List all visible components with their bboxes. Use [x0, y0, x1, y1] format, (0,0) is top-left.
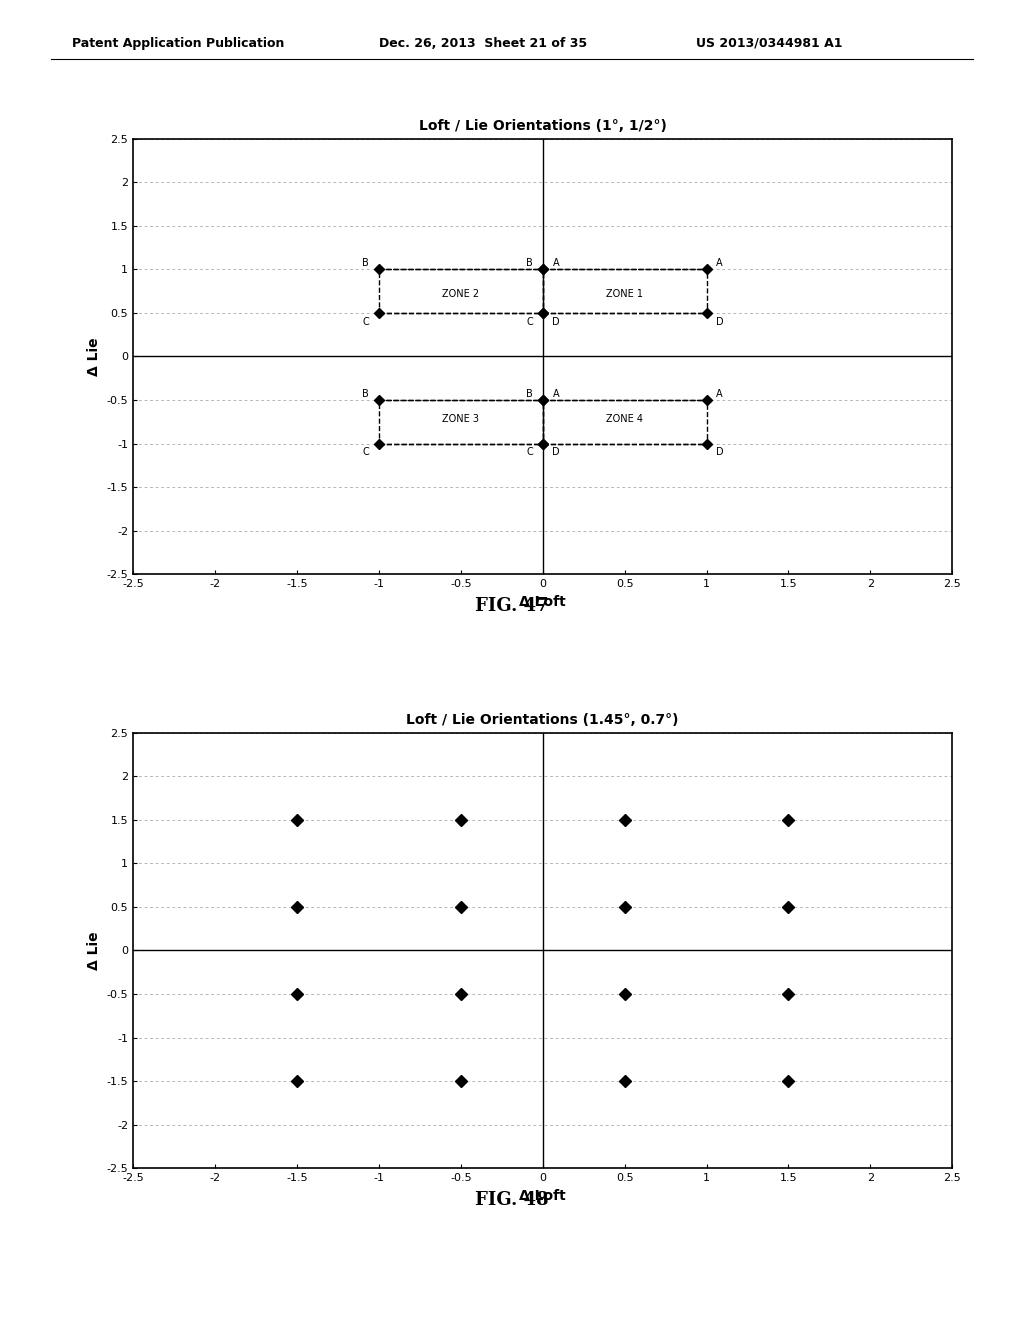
X-axis label: Δ Loft: Δ Loft: [519, 594, 566, 609]
Bar: [543, 400, 707, 444]
Bar: [543, 269, 707, 313]
Text: B: B: [526, 259, 532, 268]
Text: ZONE 4: ZONE 4: [606, 414, 643, 424]
Title: Loft / Lie Orientations (1.45°, 0.7°): Loft / Lie Orientations (1.45°, 0.7°): [407, 713, 679, 727]
Text: D: D: [552, 447, 560, 457]
Text: A: A: [717, 389, 723, 399]
Text: US 2013/0344981 A1: US 2013/0344981 A1: [696, 37, 843, 50]
Text: D: D: [552, 317, 560, 326]
Text: B: B: [526, 389, 532, 399]
X-axis label: Δ Loft: Δ Loft: [519, 1188, 566, 1203]
Text: ZONE 1: ZONE 1: [606, 289, 643, 298]
Text: B: B: [362, 389, 369, 399]
Title: Loft / Lie Orientations (1°, 1/2°): Loft / Lie Orientations (1°, 1/2°): [419, 119, 667, 133]
Y-axis label: Δ Lie: Δ Lie: [87, 337, 101, 376]
Text: ZONE 2: ZONE 2: [442, 289, 479, 298]
Text: B: B: [362, 259, 369, 268]
Text: Dec. 26, 2013  Sheet 21 of 35: Dec. 26, 2013 Sheet 21 of 35: [379, 37, 587, 50]
Text: ZONE 3: ZONE 3: [442, 414, 479, 424]
Text: D: D: [716, 317, 724, 326]
Text: D: D: [716, 447, 724, 457]
Bar: [379, 269, 543, 313]
Text: FIG. 47: FIG. 47: [475, 597, 549, 615]
Text: C: C: [362, 447, 369, 457]
Text: A: A: [717, 259, 723, 268]
Text: C: C: [362, 317, 369, 326]
Text: C: C: [526, 447, 532, 457]
Text: C: C: [526, 317, 532, 326]
Text: Patent Application Publication: Patent Application Publication: [72, 37, 284, 50]
Text: A: A: [553, 389, 559, 399]
Text: A: A: [553, 259, 559, 268]
Text: FIG. 48: FIG. 48: [475, 1191, 549, 1209]
Bar: [379, 400, 543, 444]
Y-axis label: Δ Lie: Δ Lie: [87, 931, 101, 970]
